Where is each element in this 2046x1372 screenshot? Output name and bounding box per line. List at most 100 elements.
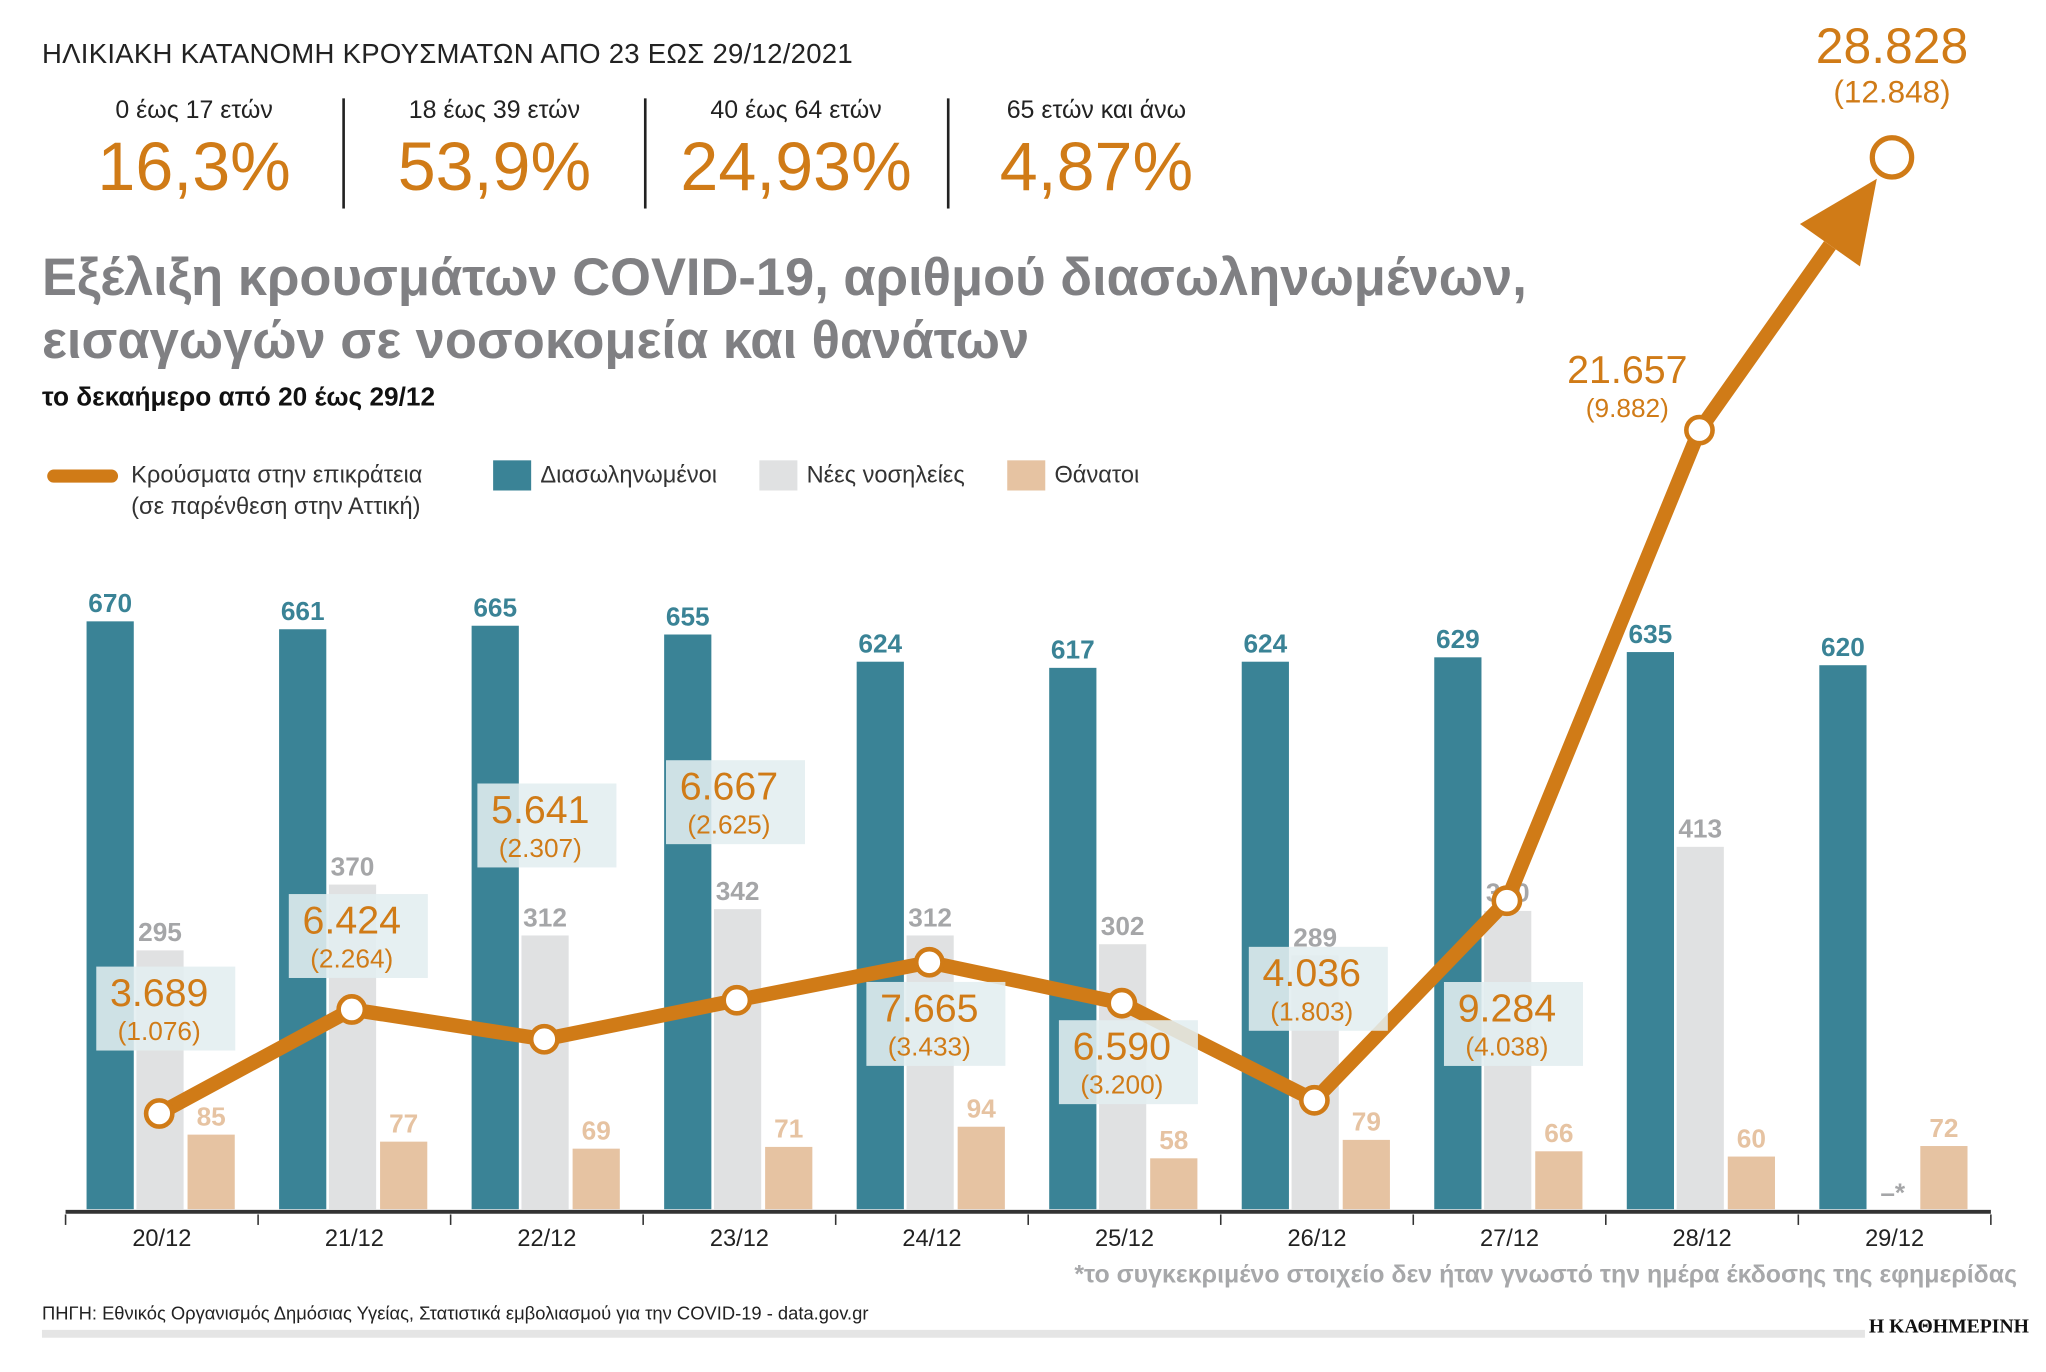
legend-label: Διασωληνωμένοι: [540, 461, 718, 488]
bar-value-label: 71: [774, 1114, 803, 1144]
cases-value-label: 5.641: [491, 788, 589, 832]
value-label-box: [866, 981, 1006, 1066]
bar-deaths: [957, 1126, 1005, 1210]
x-tick-label: 24/12: [902, 1226, 961, 1252]
age-group-40-64: 40 έως 64 ετών 24,93%: [645, 97, 947, 205]
age-group-label: 0 έως 17 ετών: [115, 97, 273, 125]
attica-value-label: (3.200): [1080, 1070, 1163, 1100]
age-group-0-17: 0 έως 17 ετών 16,3%: [43, 97, 345, 205]
bar-deaths: [380, 1141, 428, 1210]
bar-value-label: 370: [331, 851, 375, 881]
bar-deaths: [1920, 1146, 1968, 1210]
x-tick-label: 22/12: [517, 1226, 576, 1252]
age-group-65-plus: 65 ετών και άνω 4,87%: [946, 97, 1248, 205]
bar-value-label: 655: [666, 601, 710, 631]
divider: [946, 98, 949, 209]
divider: [342, 98, 345, 209]
age-group-18-39: 18 έως 39 ετών 53,9%: [344, 97, 646, 205]
cases-point: [913, 946, 945, 978]
age-group-label: 40 έως 64 ετών: [710, 97, 882, 125]
brand-logo: Η ΚΑΘΗΜΕΡΙΝΗ: [1868, 1316, 2029, 1338]
bar-missing-label: –*: [1880, 1177, 1906, 1207]
bar-value-label: 624: [858, 629, 902, 659]
age-group-label: 65 ετών και άνω: [1006, 97, 1187, 125]
bar-value-label: 670: [88, 588, 132, 618]
x-tick-label: 28/12: [1673, 1226, 1732, 1252]
cases-point: [1298, 1084, 1330, 1116]
attica-value-label: (2.625): [687, 810, 770, 840]
bar-value-label: 620: [1821, 632, 1865, 662]
age-distribution-title: ΗΛΙΚΙΑΚΗ ΚΑΤΑΝΟΜΗ ΚΡΟΥΣΜΑΤΩΝ ΑΠΟ 23 ΕΩΣ …: [41, 39, 853, 70]
x-tick-label: 23/12: [710, 1226, 769, 1252]
legend-swatch: [1007, 460, 1046, 491]
bar-value-label: 661: [281, 596, 325, 626]
attica-value-label: (12.848): [1833, 74, 1950, 109]
bar-value-label: 77: [389, 1108, 418, 1138]
bar-value-label: 312: [523, 902, 567, 932]
cases-value-label: 6.590: [1073, 1025, 1171, 1069]
bar-value-label: 617: [1051, 635, 1095, 665]
attica-value-label: (3.433): [888, 1031, 971, 1061]
legend-deaths: Θάνατοι: [1007, 459, 1139, 491]
bar-intubated: [856, 661, 904, 1210]
legend-label: Κρούσματα στην επικράτεια: [131, 461, 423, 488]
cases-point: [1684, 414, 1715, 446]
bar-deaths: [765, 1146, 813, 1210]
attica-value-label: (1.076): [118, 1016, 201, 1046]
value-label-box: [477, 783, 617, 868]
age-group-value: 53,9%: [397, 129, 592, 206]
cases-point: [1869, 135, 1915, 180]
value-label-box: [1248, 946, 1388, 1031]
bar-admissions: [1676, 846, 1724, 1210]
cases-value-label: 6.667: [680, 765, 778, 809]
bar-value-label: 66: [1544, 1118, 1573, 1148]
bar-admissions: [521, 935, 569, 1210]
value-label-box: [1443, 982, 1583, 1066]
cases-value-label: 21.657: [1567, 348, 1687, 392]
chart-title-line2: εισαγωγών σε νοσοκομεία και θανάτων: [41, 312, 1030, 370]
attica-value-label: (9.882): [1586, 393, 1669, 423]
x-tick-label: 26/12: [1287, 1226, 1346, 1252]
cases-point: [336, 994, 368, 1025]
divider: [643, 98, 646, 209]
legend-swatch: [493, 460, 532, 491]
legend-label: Νέες νοσηλείες: [806, 461, 965, 488]
attica-value-label: (4.038): [1465, 1031, 1548, 1061]
bar-value-label: 60: [1737, 1123, 1766, 1153]
age-group-label: 18 έως 39 ετών: [408, 97, 581, 125]
legend-line-swatch: [47, 469, 119, 483]
bar-deaths: [1727, 1156, 1775, 1210]
bar-intubated: [1626, 652, 1674, 1210]
legend-swatch: [759, 460, 798, 491]
legend-intubated: Διασωληνωμένοι: [493, 459, 718, 491]
cases-value-label: 7.665: [880, 986, 978, 1030]
bar-value-label: 72: [1929, 1113, 1958, 1143]
bar-intubated: [1049, 667, 1097, 1210]
cases-point: [528, 1023, 560, 1055]
bar-deaths: [1535, 1151, 1583, 1210]
bar-admissions: [906, 935, 954, 1210]
bar-intubated: [86, 621, 134, 1210]
cases-value-label: 9.284: [1458, 986, 1556, 1030]
legend-admissions: Νέες νοσηλείες: [759, 459, 965, 491]
bar-intubated: [471, 625, 519, 1210]
bar-value-label: 94: [967, 1094, 997, 1124]
bar-value-label: 413: [1678, 814, 1722, 844]
x-tick-label: 25/12: [1095, 1226, 1154, 1252]
chart-subtitle: το δεκαήμερο από 20 έως 29/12: [41, 382, 436, 412]
attica-value-label: (2.264): [310, 943, 393, 973]
legend-sublabel: (σε παρένθεση στην Αττική): [131, 493, 421, 520]
cases-value-label: 28.828: [1816, 18, 1968, 74]
age-group-value: 4,87%: [999, 129, 1194, 206]
cases-point: [143, 1098, 175, 1129]
footer-bar: [41, 1329, 1865, 1338]
bar-value-label: 665: [473, 593, 517, 623]
value-label-box: [288, 894, 428, 978]
bar-deaths: [187, 1134, 235, 1210]
arrow-head: [1799, 178, 1877, 267]
bar-value-label: 302: [1101, 911, 1145, 941]
bar-intubated: [1241, 661, 1289, 1210]
footnote: *το συγκεκριμένο στοιχείο δεν ήταν γνωστ…: [1074, 1261, 2018, 1290]
bar-deaths: [572, 1148, 620, 1210]
x-tick-label: 21/12: [325, 1226, 384, 1252]
